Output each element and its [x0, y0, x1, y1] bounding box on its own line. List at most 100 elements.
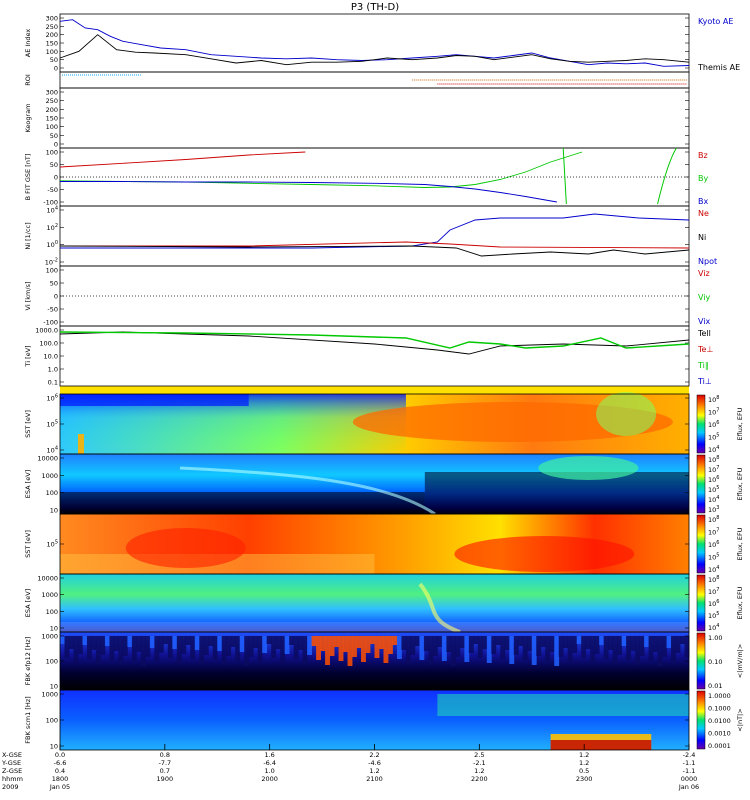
fbk-e-stripe	[307, 636, 312, 655]
esa-e-spectrogram	[60, 574, 689, 632]
fbk-e-stripe	[136, 636, 142, 652]
xaxis-value: -4.6	[368, 759, 381, 767]
keogram-ylabel: Keogram	[24, 103, 32, 132]
fbk-e-stripe	[450, 636, 456, 666]
fbk-e-stripe	[320, 636, 326, 651]
sst-e-cbar-tick: 105	[708, 553, 719, 562]
roi-ylabel: ROI	[24, 74, 32, 86]
xaxis-value: 0.4	[55, 767, 65, 775]
xaxis-value: -1.1	[683, 759, 696, 767]
fbk-b-cbar-tick: 0.0010	[708, 730, 731, 738]
fbk-e-stripe	[311, 636, 317, 646]
fbk-e-stripe	[630, 636, 636, 651]
ae-legend-0: Kyoto AE	[698, 17, 733, 26]
esa-e-cbar-tick: 108	[708, 575, 719, 584]
fbk-e-stripe	[257, 636, 263, 662]
fbk-e-stripes	[60, 636, 690, 666]
fbk-e-stripe	[163, 636, 169, 644]
fbk-e-stripe	[226, 636, 232, 656]
fbk-e-ytick-label: 1000	[41, 633, 58, 641]
fbk-b-cbar-tick: 1.0000	[708, 692, 731, 700]
fbk-e-stripe	[662, 636, 667, 657]
fbk-e-stripe	[190, 636, 196, 659]
temperature-legend-1: Te⊥	[697, 345, 713, 354]
temperature-ylabel: Ti [eV]	[24, 345, 32, 367]
sst-i-cbar-tick: 106	[708, 420, 719, 429]
fbk-e-stripe	[684, 636, 690, 658]
fbk-e-stripe	[581, 636, 587, 658]
fbk-e-stripe	[280, 636, 286, 663]
temperature-frame	[59, 325, 690, 387]
fbk-e-stripe	[482, 636, 488, 649]
fbk-e-stripe	[356, 636, 362, 648]
fbk-e-stripe	[131, 636, 137, 661]
ae-ytick-label: 250	[46, 23, 58, 31]
fbk-e-stripe	[500, 636, 506, 659]
fbk-e-stripe	[95, 636, 101, 664]
fbk-e-stripe	[405, 636, 411, 664]
esa-i-cbar-label: Eflux, EFU	[736, 467, 744, 500]
fbk-e-stripe	[666, 636, 672, 648]
fbk-e-stripe	[486, 636, 492, 663]
fbk-e-stripe	[145, 636, 151, 657]
bfield-ytick-label: 50	[50, 161, 58, 169]
data-overlays: Kyoto AE Themis AE Bz By Bx Ne Ni Npot Viz Viy Vix…	[59, 17, 740, 386]
fbk-e-stripe	[680, 636, 685, 644]
fbk-e-stripe	[293, 636, 299, 659]
xaxis-value: 1900	[157, 775, 174, 783]
fbk-e-stripe	[64, 636, 70, 658]
xaxis-row-label: Z-GSE	[2, 767, 22, 775]
fbk-e-stripe	[675, 636, 681, 653]
fbk-e-stripe	[594, 636, 600, 654]
temperature-legend-0: Tell	[697, 329, 711, 338]
bfield-ytick-label: 100	[46, 149, 58, 157]
xaxis-value: 1.2	[474, 767, 484, 775]
xaxis-value: 1.2	[579, 759, 589, 767]
velocity-ytick-label: -50	[47, 306, 58, 314]
sst-e-peak-2	[454, 536, 635, 572]
sst-e-colorbar	[696, 514, 706, 574]
fbk-e-stripe	[325, 636, 330, 665]
fbk-e-stripe	[100, 636, 106, 655]
xaxis-value: 2200	[471, 775, 488, 783]
temperature-legend-3: Ti⊥	[697, 377, 712, 386]
fbk-e-stripe	[423, 636, 429, 651]
fbk-e-stripe	[477, 636, 483, 658]
fbk-e-stripe	[235, 636, 241, 661]
fbk-e-stripe	[563, 636, 569, 648]
sst-i-top-band	[60, 394, 249, 406]
xaxis-value: 0.0	[55, 751, 65, 759]
bfield-ytick-label: -100	[43, 199, 58, 207]
fbk-b-cbar-tick: 0.1000	[708, 705, 731, 713]
esa-e-ytick-label: 10	[50, 625, 58, 633]
xaxis-row-label: Y-GSE	[1, 759, 21, 767]
fbk-b-colorbar	[696, 690, 706, 750]
fbk-e-stripe	[590, 636, 596, 663]
bfield-ylabel: B FIT GSE [nT]	[24, 154, 32, 201]
esa-e-ytick-label: 10000	[37, 575, 58, 583]
sst-i-peak	[352, 402, 673, 442]
sst-e-cbar-tick: 106	[708, 540, 719, 549]
sst-e-ytick-label: 105	[47, 540, 58, 549]
fbk-e-stripe	[91, 636, 97, 650]
velocity-ylabel: Vi [km/s]	[24, 282, 32, 311]
esa-e-streak	[418, 582, 461, 634]
fbk-e-stripe	[154, 636, 160, 662]
ae-ytick-label: 150	[46, 40, 58, 48]
fbk-e-stripe	[617, 636, 623, 655]
fbk-e-stripe	[194, 636, 200, 650]
esa-e-cbar-tick: 106	[708, 599, 719, 608]
fbk-e-stripe	[473, 636, 479, 644]
xaxis-value: 1.2	[579, 751, 589, 759]
velocity-ytick-label: 50	[50, 280, 58, 288]
esa-i-cbar-tick: 106	[708, 475, 719, 484]
esa-i-colorbar	[696, 454, 706, 514]
fbk-b-ytick-label: 10	[50, 743, 58, 751]
esa-i-green-spot	[538, 456, 639, 480]
fbk-e-cbar-tick: 0.01	[708, 682, 722, 690]
xaxis-value: -2.1	[473, 759, 486, 767]
fbk-e-stripe	[221, 636, 227, 665]
fbk-e-stripe	[648, 636, 654, 661]
fbk-e-cbar-label: <|mV/m|>	[736, 644, 744, 679]
ae-ytick-label: 200	[46, 31, 58, 39]
